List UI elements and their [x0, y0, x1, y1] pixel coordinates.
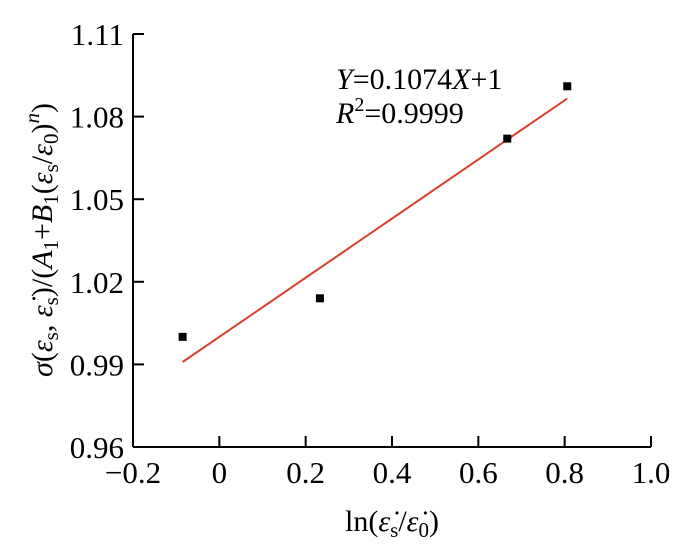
data-point — [503, 134, 512, 143]
y-axis-ticks: 0.96 0.99 1.02 1.05 1.08 1.11 — [70, 17, 144, 465]
x-tick-label: 0.2 — [286, 455, 325, 490]
data-points — [178, 82, 572, 341]
y-tick-label: 0.99 — [70, 347, 124, 382]
y-axis-label: σ(εs, ε̇s)/(A1+B1(εs/ε0)n) — [20, 103, 63, 377]
x-axis-ticks: −0.2 0 0.2 0.4 0.6 0.8 1.0 — [105, 436, 670, 490]
data-point — [178, 332, 187, 341]
x-tick-label: −0.2 — [105, 455, 161, 490]
data-point — [563, 82, 572, 91]
x-tick-label: 0.4 — [373, 455, 412, 490]
x-tick-label: 0 — [212, 455, 228, 490]
r-squared: R2=0.9999 — [335, 94, 464, 130]
y-tick-label: 1.02 — [70, 265, 124, 300]
x-tick-label: 0.6 — [459, 455, 498, 490]
y-tick-label: 0.96 — [70, 430, 124, 465]
fit-line-group — [182, 97, 568, 363]
data-point — [315, 294, 324, 303]
x-tick-label: 0.8 — [545, 455, 584, 490]
y-tick-label: 1.08 — [70, 100, 124, 135]
fit-equation: Y=0.1074X+1 — [336, 63, 502, 96]
fit-line — [182, 97, 568, 363]
y-tick-label: 1.11 — [71, 17, 124, 52]
x-tick-label: 1.0 — [632, 455, 671, 490]
y-tick-label: 1.05 — [70, 182, 124, 217]
x-axis-label: ln(ε̇s/ε̇0) — [345, 505, 439, 542]
